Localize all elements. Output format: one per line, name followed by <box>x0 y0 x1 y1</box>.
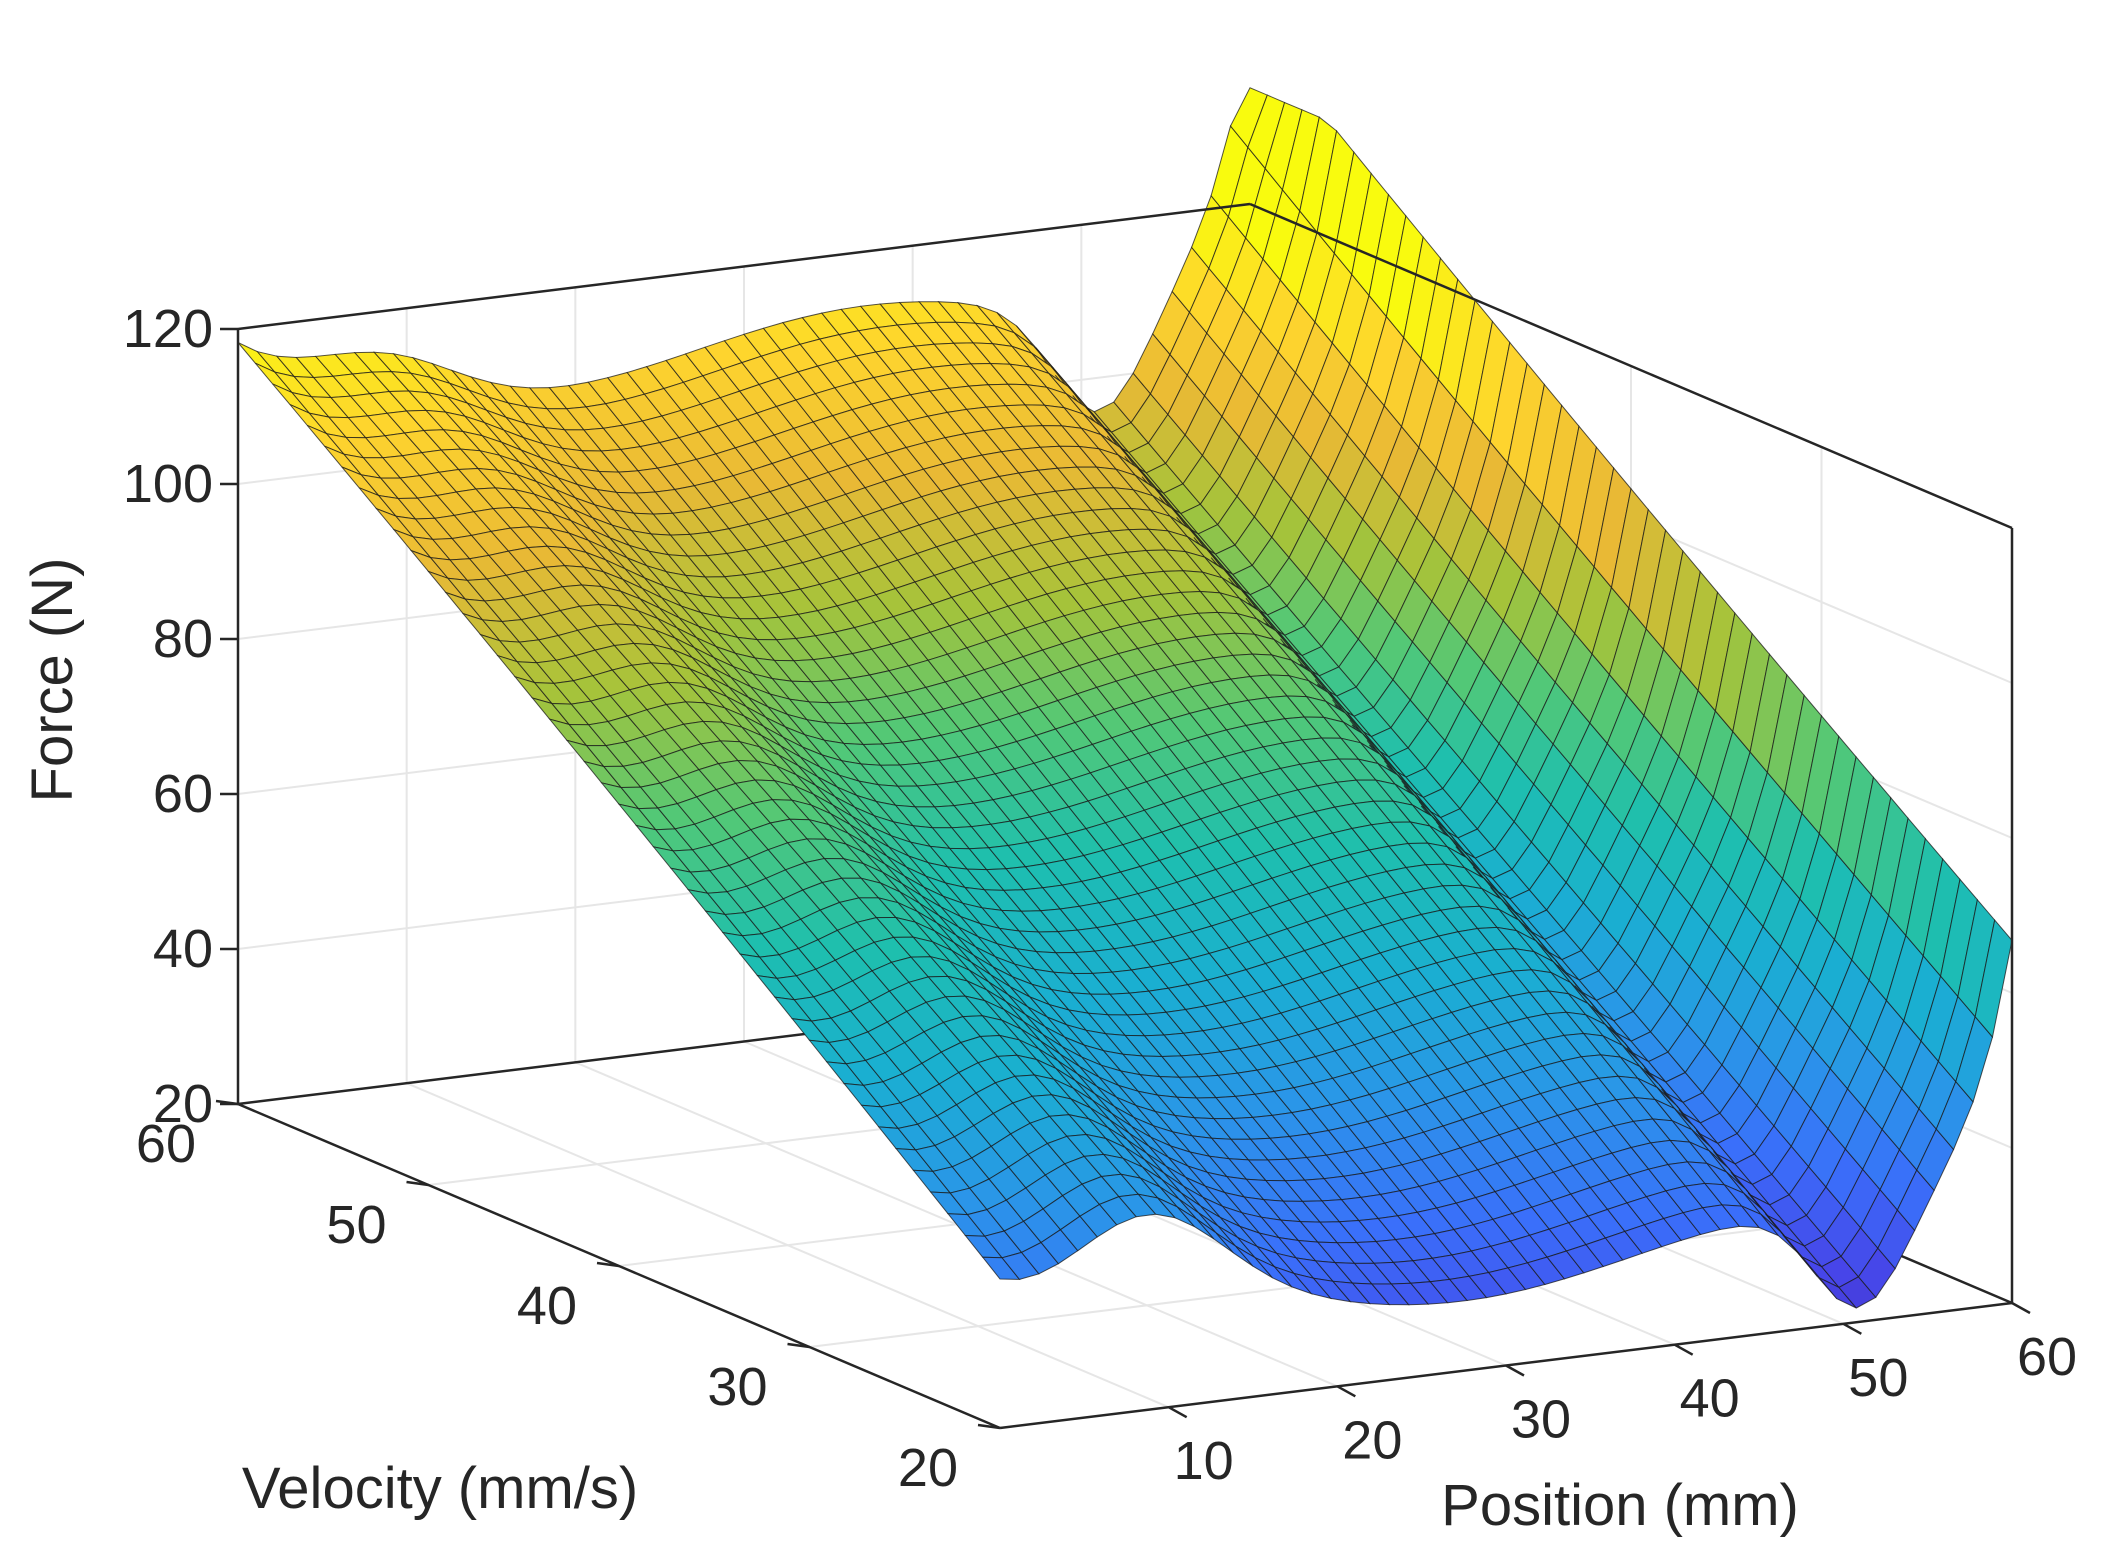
x-tick-label: 10 <box>1174 1431 1234 1491</box>
y-tick-label: 30 <box>707 1357 767 1417</box>
y-tick <box>977 1423 1001 1430</box>
z-tick-label: 80 <box>153 609 213 669</box>
surface-patch <box>1974 918 2013 1039</box>
y-tick <box>596 1261 620 1268</box>
z-tick-label: 20 <box>153 1074 213 1134</box>
y-tick <box>215 1099 239 1106</box>
z-tick-label: 40 <box>153 919 213 979</box>
y-tick <box>787 1342 810 1349</box>
x-tick-label: 20 <box>1342 1410 1402 1470</box>
y-tick-label: 60 <box>136 1114 196 1174</box>
x-tick-label: 60 <box>2017 1327 2077 1387</box>
z-tick-label: 120 <box>123 299 213 359</box>
axis-ticks: 20 40 60 80 100 120 20 30 40 50 60 10 20 30 40 50 60 <box>123 299 2077 1498</box>
x-tick-label: 30 <box>1511 1390 1571 1450</box>
x-tick-label: 50 <box>1848 1348 1908 1408</box>
x-axis-title: Position (mm) <box>1441 1473 1799 1538</box>
surface-mesh <box>237 87 2013 1309</box>
x-tick <box>1168 1406 1188 1419</box>
y-tick-label: 40 <box>517 1276 577 1336</box>
x-tick <box>1336 1385 1356 1398</box>
box-edge <box>1249 202 2013 530</box>
x-tick <box>2011 1301 2031 1315</box>
box-edge <box>237 202 1251 331</box>
x-tick-label: 40 <box>1680 1369 1740 1429</box>
y-tick <box>406 1180 429 1187</box>
x-tick <box>1505 1364 1525 1377</box>
y-tick-label: 50 <box>326 1195 386 1255</box>
z-tick-label: 100 <box>123 454 213 514</box>
z-axis-title: Force (N) <box>20 558 85 803</box>
y-tick-label: 20 <box>898 1438 958 1498</box>
z-tick-label: 60 <box>153 764 213 824</box>
x-tick <box>1674 1343 1694 1356</box>
x-tick <box>1842 1322 1862 1335</box>
y-axis-title: Velocity (mm/s) <box>242 1456 638 1521</box>
